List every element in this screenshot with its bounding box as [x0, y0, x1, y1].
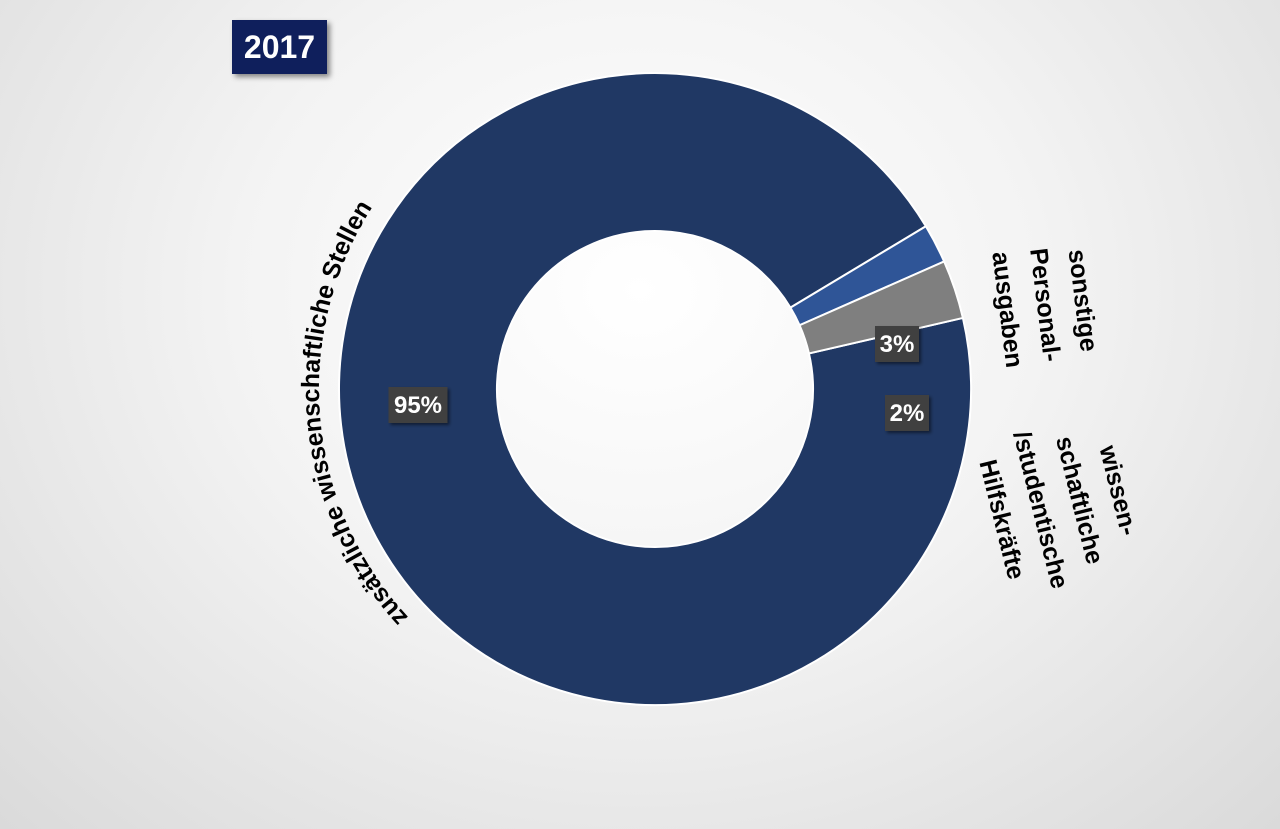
- slice-1: [338, 72, 972, 706]
- data-label-2: 3%: [875, 326, 919, 362]
- data-label-1: 95%: [388, 387, 448, 423]
- data-label-box: [388, 387, 448, 423]
- category-label-3: wissen-schaftliche/studentischeHilfskräf…: [969, 409, 1152, 601]
- data-label-text: 3%: [880, 331, 915, 358]
- data-label-box: [885, 395, 929, 431]
- data-label-3: 2%: [885, 395, 929, 431]
- data-label-text: 95%: [394, 392, 442, 419]
- chart-title: 2017: [232, 20, 327, 74]
- data-label-text: 2%: [890, 400, 925, 427]
- data-label-box: [875, 326, 919, 362]
- category-label-2: sonstigePersonal-ausgaben: [986, 241, 1103, 370]
